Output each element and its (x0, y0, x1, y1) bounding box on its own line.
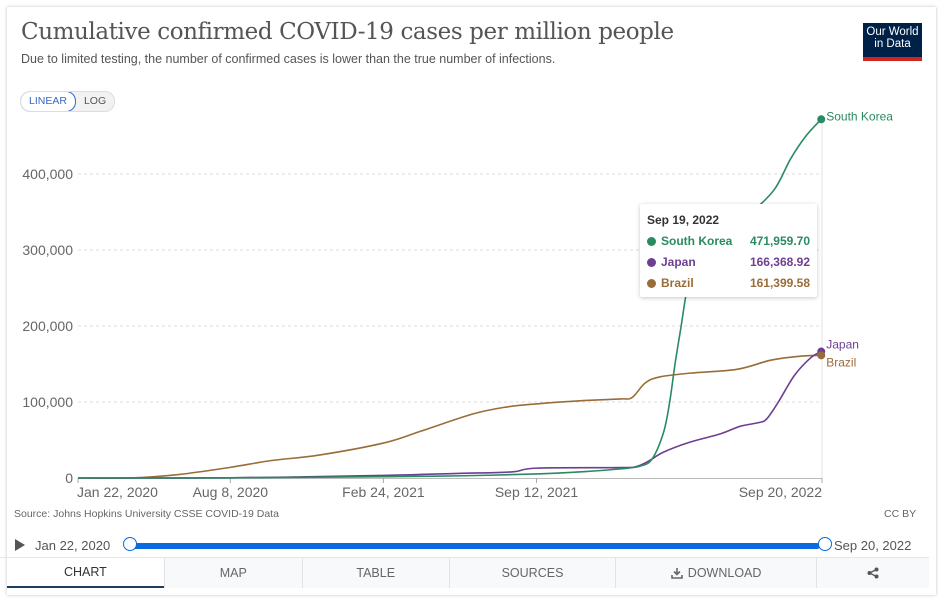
timeline-start-handle[interactable] (123, 537, 137, 551)
series-line-brazil (77, 354, 822, 479)
x-tick-label: Aug 8, 2020 (193, 484, 269, 500)
download-icon (670, 568, 683, 579)
series-label-japan: Japan (826, 338, 859, 352)
legend-dot-icon (647, 279, 656, 288)
tab-label: CHART (63, 565, 107, 579)
tooltip-row-japan: Japan 166,368.92 (647, 255, 810, 271)
owid-logo[interactable]: Our World in Data (863, 23, 922, 57)
x-tick-label: Jan 22, 2020 (77, 484, 158, 500)
series-label-south-korea: South Korea (826, 109, 893, 123)
tab-label: DOWNLOAD (687, 566, 762, 580)
tab-table[interactable]: TABLE (301, 558, 449, 588)
tooltip-series-name: South Korea (661, 234, 733, 248)
tab-chart[interactable]: CHART (7, 558, 164, 588)
tab-download[interactable]: DOWNLOAD (615, 558, 816, 588)
logo-line-2: in Data (874, 38, 911, 50)
series-line-south-korea (77, 118, 822, 479)
logo-line-1: Our World (866, 26, 919, 38)
scale-toggle[interactable]: LINEAR LOG (20, 91, 116, 112)
chart-card: Cumulative confirmed COVID-19 cases per … (7, 7, 936, 595)
tooltip-series-value: 471,959.70 (749, 234, 810, 248)
tab-share[interactable] (815, 558, 929, 588)
chart-title: Cumulative confirmed COVID-19 cases per … (21, 19, 674, 45)
tooltip-date: Sep 19, 2022 (647, 213, 720, 227)
timeline-start-label: Jan 22, 2020 (35, 538, 111, 553)
y-tick-label: 0 (65, 470, 73, 486)
scale-log-button[interactable]: LOG (83, 95, 107, 107)
bottom-tab-bar: CHART MAP TABLE SOURCES DOWNLOAD (0, 557, 929, 589)
timeline-end-label: Sep 20, 2022 (834, 538, 912, 553)
tooltip-row-south-korea: South Korea 471,959.70 (647, 234, 810, 250)
end-point-brazil (817, 351, 826, 360)
series-label-brazil: Brazil (826, 355, 856, 369)
tooltip-series-name: Brazil (661, 276, 694, 290)
license-link[interactable]: CC BY (884, 508, 917, 520)
legend-dot-icon (647, 258, 656, 267)
tooltip-row-brazil: Brazil 161,399.58 (647, 276, 810, 292)
y-tick-label: 300,000 (22, 242, 73, 258)
y-tick-label: 200,000 (22, 318, 73, 334)
tab-map[interactable]: MAP (163, 558, 302, 588)
y-tick-label: 100,000 (22, 394, 73, 410)
tooltip-series-value: 161,399.58 (749, 276, 810, 290)
hover-tooltip: Sep 19, 2022 South Korea 471,959.70 Japa… (640, 204, 817, 297)
chart-subtitle: Due to limited testing, the number of co… (21, 52, 556, 66)
x-tick-label: Sep 12, 2021 (495, 484, 579, 500)
x-tick-label: Sep 20, 2022 (739, 484, 823, 500)
timeline-end-handle[interactable] (818, 537, 832, 551)
y-tick-label: 400,000 (22, 166, 73, 182)
logo-accent-bar (863, 57, 922, 61)
play-icon[interactable] (15, 539, 25, 551)
tab-label: SOURCES (501, 566, 564, 580)
tab-sources[interactable]: SOURCES (448, 558, 616, 588)
series-line-japan (77, 350, 822, 479)
tooltip-series-name: Japan (661, 255, 696, 269)
tab-label: MAP (219, 566, 247, 580)
tooltip-series-value: 166,368.92 (749, 255, 810, 269)
timeline-track[interactable] (130, 543, 820, 549)
scale-linear-button[interactable]: LINEAR (21, 92, 76, 111)
end-point-south-korea (817, 115, 826, 124)
tab-label: TABLE (356, 566, 396, 580)
source-note[interactable]: Source: Johns Hopkins University CSSE CO… (14, 508, 279, 520)
share-icon (867, 567, 879, 579)
legend-dot-icon (647, 237, 656, 246)
x-tick-label: Feb 24, 2021 (342, 484, 425, 500)
timeline: Jan 22, 2020 Sep 20, 2022 (0, 533, 929, 559)
